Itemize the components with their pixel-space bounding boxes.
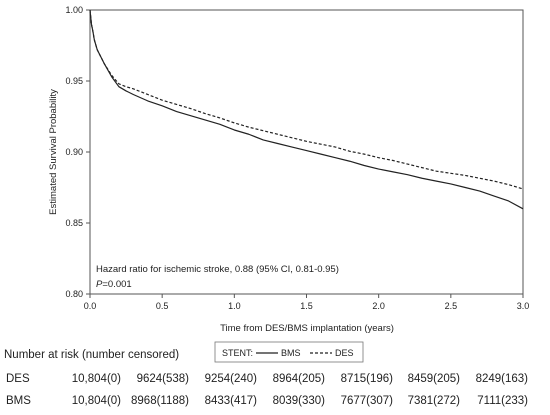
- plot-frame: [89, 9, 524, 295]
- x-tick-label: 0.5: [156, 301, 169, 311]
- legend-title: STENT:: [222, 348, 253, 358]
- y-tick-label: 0.95: [65, 76, 83, 86]
- y-axis: 0.80 0.85 0.90 0.95 1.00: [65, 5, 90, 299]
- risk-table-title: Number at risk (number censored): [4, 349, 179, 361]
- legend-des-label: DES: [335, 348, 354, 358]
- risk-cell: 8039(330): [273, 395, 326, 407]
- risk-cell: 8433(417): [205, 395, 258, 407]
- series-line-bms: [89, 9, 524, 210]
- y-axis-label: Estimated Survival Probability: [48, 89, 59, 215]
- risk-cell: 8249(163): [476, 373, 529, 385]
- risk-cell: 8964(205): [273, 373, 326, 385]
- y-tick-label: 0.90: [65, 147, 83, 157]
- y-tick-label: 1.00: [65, 5, 83, 15]
- series-lines: [89, 9, 524, 210]
- y-tick-label: 0.80: [65, 289, 83, 299]
- y-tick-label: 0.85: [65, 218, 83, 228]
- legend-bms-label: BMS: [281, 348, 301, 358]
- x-tick-label: 1.0: [228, 301, 241, 311]
- x-axis-label: Time from DES/BMS implantation (years): [220, 323, 394, 334]
- risk-cell: 9624(538): [137, 373, 190, 385]
- risk-row-label-bms: BMS: [6, 395, 31, 407]
- legend-box: [214, 341, 364, 363]
- legend: STENT: BMS DES: [214, 341, 364, 363]
- risk-cell: 10,804(0): [72, 395, 121, 407]
- x-tick-label: 1.5: [300, 301, 313, 311]
- series-line-des: [89, 9, 524, 190]
- risk-table: DES 10,804(0) 9624(538) 9254(240) 8964(205) 8…: [6, 373, 528, 407]
- risk-cell: 7111(233): [477, 395, 528, 407]
- risk-cell: 8715(196): [341, 373, 394, 385]
- hazard-ratio-annotation: Hazard ratio for ischemic stroke, 0.88 (…: [96, 264, 339, 275]
- risk-cell: 9254(240): [205, 373, 258, 385]
- x-tick-label: 2.0: [372, 301, 385, 311]
- risk-cell: 8968(1188): [131, 395, 189, 407]
- risk-cell: 7381(272): [408, 395, 461, 407]
- risk-cell: 10,804(0): [72, 373, 121, 385]
- x-tick-label: 0.0: [84, 301, 97, 311]
- risk-cell: 7677(307): [341, 395, 394, 407]
- p-value-annotation: P=0.001: [96, 279, 132, 290]
- x-axis: 0.0 0.5 1.0 1.5 2.0 2.5 3.0: [84, 294, 530, 311]
- x-tick-label: 2.5: [445, 301, 458, 311]
- risk-row-label-des: DES: [6, 373, 30, 385]
- x-tick-label: 3.0: [517, 301, 530, 311]
- risk-cell: 8459(205): [408, 373, 461, 385]
